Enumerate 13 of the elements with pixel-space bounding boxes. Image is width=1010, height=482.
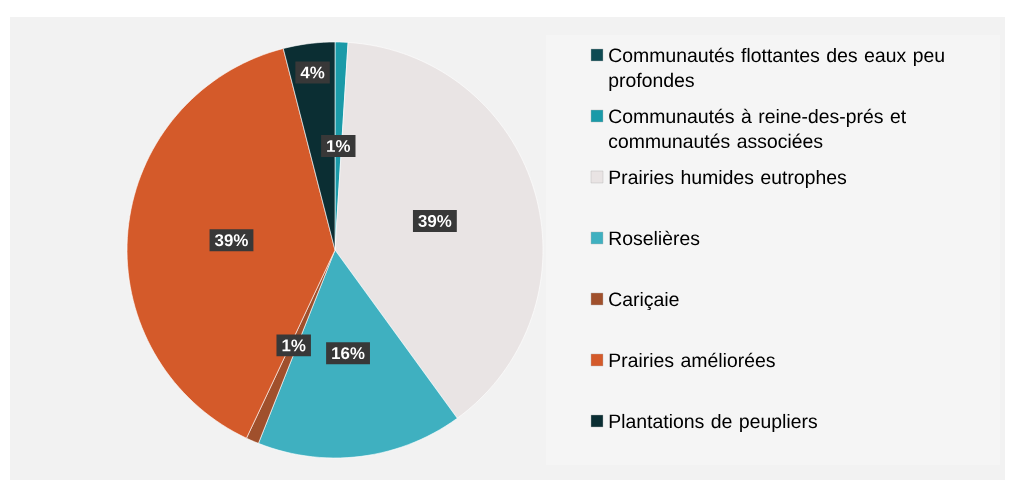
data-label: 1%	[327, 140, 351, 152]
data-label: 16%	[332, 347, 365, 360]
legend-label: Plantations de peupliers	[609, 413, 817, 433]
data-label: 39%	[418, 214, 452, 227]
data-label: 1%	[282, 339, 306, 352]
data-label: 39%	[214, 234, 248, 247]
legend-label: Roselières	[609, 230, 700, 246]
legend-label: Prairies améliorées	[609, 352, 775, 368]
data-label: 4%	[300, 66, 325, 79]
legend-label: Prairies humides eutrophes	[609, 169, 847, 189]
legend-label: Cariçaie	[609, 291, 679, 311]
legend-label: Communautés flottantes des eaux peu profondes	[609, 47, 944, 91]
legend-label: Communautés à reine-des-prés et communautés associées	[609, 108, 907, 149]
